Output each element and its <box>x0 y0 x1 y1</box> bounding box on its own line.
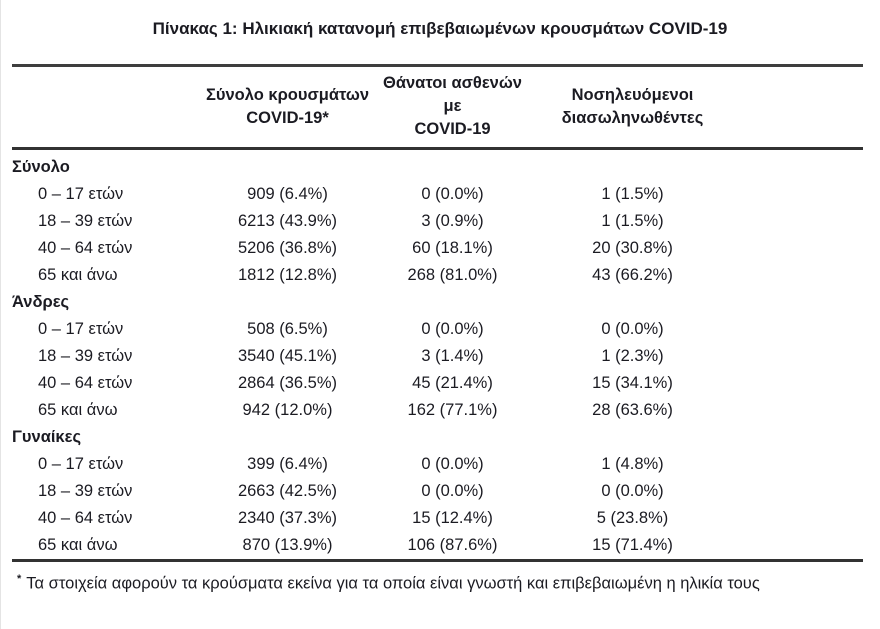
filler-cell <box>740 343 863 370</box>
deaths-cell: 106 (87.6%) <box>407 535 498 554</box>
table-row: 40 – 64 ετών 2864 (36.5%) 45 (21.4%) 15 … <box>12 370 863 397</box>
cases-cell: 508 (6.5%) <box>247 319 328 338</box>
intubated-cell: 20 (30.8%) <box>592 238 673 257</box>
table-row: 18 – 39 ετών 3540 (45.1%) 3 (1.4%) 1 (2.… <box>12 343 863 370</box>
intubated-cell: 43 (66.2%) <box>592 265 673 284</box>
cases-cell: 909 (6.4%) <box>247 184 328 203</box>
deaths-cell: 0 (0.0%) <box>421 481 484 500</box>
column-header-intubated: Νοσηλευόμενοι διασωληνωθέντες <box>525 65 740 150</box>
intubated-cell: 1 (4.8%) <box>601 454 664 473</box>
intubated-cell: 5 (23.8%) <box>596 508 669 527</box>
cases-cell: 942 (12.0%) <box>242 400 333 419</box>
page-left-edge <box>0 0 1 629</box>
section-header-men: Άνδρες <box>12 292 70 311</box>
intubated-cell: 15 (71.4%) <box>592 535 673 554</box>
section-header-row: Άνδρες <box>12 289 863 316</box>
intubated-cell: 0 (0.0%) <box>601 319 664 338</box>
deaths-cell: 0 (0.0%) <box>421 319 484 338</box>
footnote: * Τα στοιχεία αφορούν τα κρούσματα εκείνα… <box>17 569 880 595</box>
age-group-label: 0 – 17 ετών <box>38 454 124 473</box>
age-group-label: 40 – 64 ετών <box>38 508 133 527</box>
cases-cell: 399 (6.4%) <box>247 454 328 473</box>
deaths-cell: 268 (81.0%) <box>407 265 498 284</box>
intubated-cell: 1 (1.5%) <box>601 184 664 203</box>
filler-cell <box>740 208 863 235</box>
section-header-total: Σύνολο <box>12 157 70 176</box>
header-line: διασωληνωθέντες <box>561 108 704 127</box>
header-line: Σύνολο κρουσμάτων <box>205 85 370 104</box>
filler-cell <box>740 505 863 532</box>
intubated-cell: 1 (1.5%) <box>601 211 664 230</box>
deaths-cell: 162 (77.1%) <box>407 400 498 419</box>
cases-cell: 6213 (43.9%) <box>237 211 338 230</box>
footnote-marker: * <box>17 572 22 585</box>
age-group-label: 18 – 39 ετών <box>38 211 133 230</box>
deaths-cell: 3 (1.4%) <box>421 346 484 365</box>
table-title: Πίνακας 1: Ηλικιακή κατανομή επιβεβαιωμέ… <box>152 19 728 38</box>
table-row: 40 – 64 ετών 5206 (36.8%) 60 (18.1%) 20 … <box>12 235 863 262</box>
header-line: Θάνατοι ασθενών με <box>383 74 522 115</box>
age-group-label: 18 – 39 ετών <box>38 481 133 500</box>
filler-cell <box>740 316 863 343</box>
deaths-cell: 3 (0.9%) <box>421 211 484 230</box>
intubated-cell: 0 (0.0%) <box>601 481 664 500</box>
table-row: 0 – 17 ετών 508 (6.5%) 0 (0.0%) 0 (0.0%) <box>12 316 863 343</box>
filler-cell <box>740 235 863 262</box>
header-line: Νοσηλευόμενοι <box>571 85 694 104</box>
cases-cell: 1812 (12.8%) <box>237 265 338 284</box>
header-line: COVID-19* <box>246 108 329 127</box>
filler-cell <box>740 478 863 505</box>
cases-cell: 3540 (45.1%) <box>237 346 338 365</box>
column-header-deaths: Θάνατοι ασθενών με COVID-19 <box>380 65 525 150</box>
covid-age-table: Σύνολο κρουσμάτων COVID-19* Θάνατοι ασθε… <box>12 64 863 562</box>
section-header-women: Γυναίκες <box>12 427 82 446</box>
age-group-label: 65 και άνω <box>38 265 118 284</box>
filler-cell <box>740 65 863 150</box>
age-group-label: 65 και άνω <box>38 400 118 419</box>
filler-cell <box>740 181 863 208</box>
column-header-cases: Σύνολο κρουσμάτων COVID-19* <box>195 65 380 150</box>
cases-cell: 2864 (36.5%) <box>237 373 338 392</box>
table-row: 0 – 17 ετών 399 (6.4%) 0 (0.0%) 1 (4.8%) <box>12 451 863 478</box>
intubated-cell: 28 (63.6%) <box>592 400 673 419</box>
age-group-label: 65 και άνω <box>38 535 118 554</box>
filler-cell <box>740 397 863 424</box>
cases-cell: 5206 (36.8%) <box>237 238 338 257</box>
intubated-cell: 1 (2.3%) <box>601 346 664 365</box>
age-group-label: 40 – 64 ετών <box>38 238 133 257</box>
filler-cell <box>740 451 863 478</box>
footnote-text: Τα στοιχεία αφορούν τα κρούσματα εκείνα … <box>26 574 760 592</box>
deaths-cell: 0 (0.0%) <box>421 454 484 473</box>
deaths-cell: 15 (12.4%) <box>412 508 493 527</box>
empty-corner-cell <box>12 65 195 150</box>
deaths-cell: 0 (0.0%) <box>421 184 484 203</box>
table-row: 65 και άνω 870 (13.9%) 106 (87.6%) 15 (7… <box>12 532 863 561</box>
table-row: 65 και άνω 942 (12.0%) 162 (77.1%) 28 (6… <box>12 397 863 424</box>
age-group-label: 0 – 17 ετών <box>38 319 124 338</box>
intubated-cell: 15 (34.1%) <box>592 373 673 392</box>
age-group-label: 0 – 17 ετών <box>38 184 124 203</box>
table-row: 18 – 39 ετών 6213 (43.9%) 3 (0.9%) 1 (1.… <box>12 208 863 235</box>
header-line: COVID-19 <box>414 120 491 138</box>
filler-cell <box>740 532 863 561</box>
table-row: 18 – 39 ετών 2663 (42.5%) 0 (0.0%) 0 (0.… <box>12 478 863 505</box>
section-header-row: Γυναίκες <box>12 424 863 451</box>
cases-cell: 2663 (42.5%) <box>237 481 338 500</box>
cases-cell: 2340 (37.3%) <box>237 508 338 527</box>
cases-cell: 870 (13.9%) <box>242 535 333 554</box>
table-row: 40 – 64 ετών 2340 (37.3%) 15 (12.4%) 5 (… <box>12 505 863 532</box>
table-row: 65 και άνω 1812 (12.8%) 268 (81.0%) 43 (… <box>12 262 863 289</box>
age-group-label: 40 – 64 ετών <box>38 373 133 392</box>
header-row: Σύνολο κρουσμάτων COVID-19* Θάνατοι ασθε… <box>12 65 863 150</box>
filler-cell <box>740 370 863 397</box>
deaths-cell: 60 (18.1%) <box>412 238 493 257</box>
table-row: 0 – 17 ετών 909 (6.4%) 0 (0.0%) 1 (1.5%) <box>12 181 863 208</box>
section-header-row: Σύνολο <box>12 154 863 181</box>
age-group-label: 18 – 39 ετών <box>38 346 133 365</box>
filler-cell <box>740 262 863 289</box>
deaths-cell: 45 (21.4%) <box>412 373 493 392</box>
